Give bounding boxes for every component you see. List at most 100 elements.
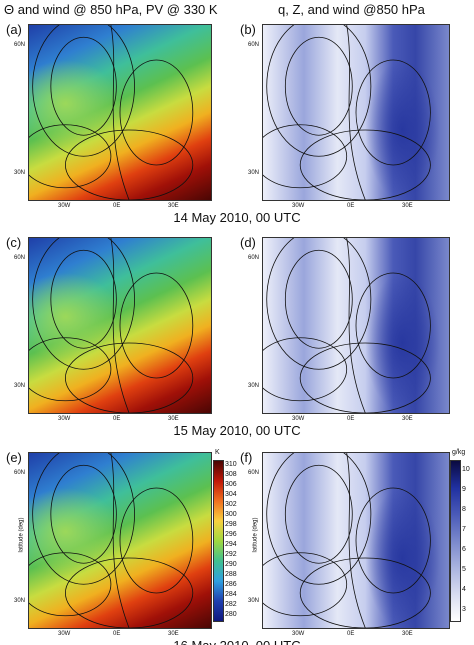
colorbar-tick-label: 304: [225, 491, 237, 498]
colorbar-tick-label: 296: [225, 531, 237, 538]
lon-label: 30E: [402, 416, 413, 422]
lon-label: 0E: [113, 416, 121, 422]
panel-label: (f): [240, 450, 253, 465]
lon-label: 0E: [113, 631, 121, 637]
map-panel: [262, 452, 450, 629]
contour: [263, 552, 348, 617]
colorbar-tick-label: 9: [462, 486, 466, 493]
lat-label: 60N: [14, 42, 26, 48]
contour: [110, 25, 130, 200]
colorbar-tick-label: 6: [462, 546, 466, 553]
lat-label: 30N: [14, 383, 26, 389]
colorbar-tick-label: 300: [225, 511, 237, 518]
colorbar-tick-label: 302: [225, 501, 237, 508]
contour: [266, 25, 372, 157]
contour: [299, 129, 431, 200]
contour: [65, 557, 194, 628]
map-panel: [262, 24, 450, 201]
contour: [32, 25, 135, 157]
lon-label: 0E: [347, 631, 355, 637]
contour: [355, 272, 431, 379]
contours: [263, 238, 431, 413]
colorbar-tick-label: 280: [225, 611, 237, 618]
contour: [346, 453, 366, 628]
lon-label: 30W: [58, 416, 71, 422]
lat-label: 60N: [248, 470, 260, 476]
colorbar-tick-label: 288: [225, 571, 237, 578]
map-panel: [28, 237, 212, 414]
contour: [355, 59, 431, 166]
contour: [263, 124, 348, 189]
contour: [266, 453, 372, 585]
contour: [110, 238, 130, 413]
colorbar-tick-label: 4: [462, 586, 466, 593]
contour: [50, 464, 117, 564]
colorbar-tick-label: 8: [462, 506, 466, 513]
lat-label: 30N: [248, 170, 260, 176]
contour: [119, 59, 194, 166]
lat-label: 60N: [248, 42, 260, 48]
right-column-title: q, Z, and wind @850 hPa: [278, 2, 425, 17]
date-label: 15 May 2010, 00 UTC: [173, 423, 301, 438]
date-label: 16 May 2010, 00 UTC: [0, 638, 474, 645]
lon-label: 0E: [347, 416, 355, 422]
lat-label: 30N: [14, 598, 26, 604]
contour: [284, 464, 353, 564]
contour: [50, 249, 117, 349]
lon-label: 0E: [113, 203, 121, 209]
left-column-title: Θ and wind @ 850 hPa, PV @ 330 K: [4, 2, 218, 17]
lon-label: 0E: [347, 203, 355, 209]
contour: [32, 238, 135, 370]
contour: [299, 557, 431, 628]
colorbar-tick-label: 286: [225, 581, 237, 588]
lon-label: 30E: [168, 416, 179, 422]
colorbar-tick-label: 284: [225, 591, 237, 598]
colorbar: [213, 460, 224, 622]
contour: [346, 25, 366, 200]
colorbar-tick-label: 292: [225, 551, 237, 558]
colorbar-tick-label: 7: [462, 526, 466, 533]
colorbar-unit: K: [215, 449, 220, 456]
contour: [355, 487, 431, 594]
contour: [32, 453, 135, 585]
y-axis-label: latitude (deg): [252, 517, 259, 553]
contour: [266, 238, 372, 370]
lon-label: 30E: [402, 203, 413, 209]
date-label: 14 May 2010, 00 UTC: [173, 210, 301, 225]
contour: [50, 36, 117, 136]
colorbar-tick-label: 308: [225, 471, 237, 478]
contour: [29, 552, 112, 617]
contours: [263, 25, 431, 200]
colorbar-tick-label: 310: [225, 461, 237, 468]
colorbar-tick-label: 298: [225, 521, 237, 528]
contour: [119, 272, 194, 379]
contour: [263, 337, 348, 402]
contour: [346, 238, 366, 413]
lat-label: 60N: [248, 255, 260, 261]
lat-label: 30N: [248, 383, 260, 389]
contour: [29, 124, 112, 189]
contours: [29, 25, 194, 200]
panel-label: (b): [240, 22, 256, 37]
lon-label: 30W: [292, 631, 305, 637]
contours: [263, 453, 431, 628]
lon-label: 30W: [292, 203, 305, 209]
panel-label: (e): [6, 450, 22, 465]
lat-label: 60N: [14, 255, 26, 261]
colorbar: [450, 460, 461, 622]
contours: [29, 453, 194, 628]
contour: [65, 129, 194, 200]
panel-label: (a): [6, 22, 22, 37]
colorbar-unit: g/kg: [452, 449, 466, 456]
colorbar-tick-label: 290: [225, 561, 237, 568]
contour: [119, 487, 194, 594]
map-panel: [28, 452, 212, 629]
lat-label: 30N: [14, 170, 26, 176]
colorbar-tick-label: 306: [225, 481, 237, 488]
map-panel: [262, 237, 450, 414]
colorbar-tick-label: 282: [225, 601, 237, 608]
lon-label: 30E: [168, 631, 179, 637]
contour: [284, 36, 353, 136]
lat-label: 60N: [14, 470, 26, 476]
